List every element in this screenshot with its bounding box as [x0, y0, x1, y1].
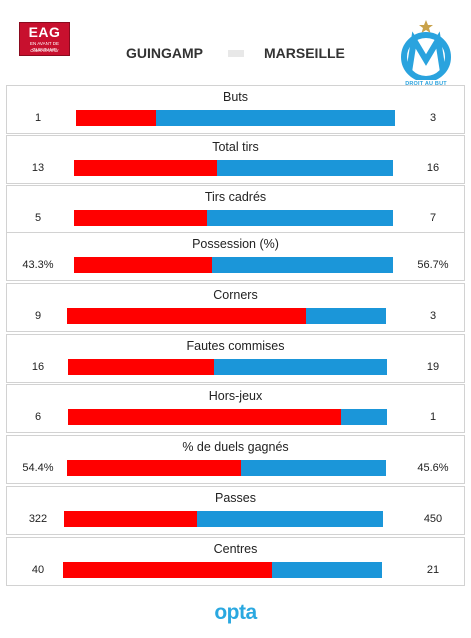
home-value: 5 — [34, 212, 42, 224]
stat-bar — [67, 460, 386, 476]
stat-label: Possession (%) — [192, 237, 279, 251]
away-bar-segment — [156, 110, 395, 126]
stat-row: Hors-jeux 6 1 — [6, 384, 465, 433]
marseille-motto: DROIT AU BUT — [405, 81, 447, 87]
stat-label: Centres — [213, 542, 258, 556]
stat-label: Total tirs — [212, 140, 259, 154]
away-value: 56.7% — [417, 259, 449, 271]
away-team-name: MARSEILLE — [264, 45, 345, 61]
stat-row: Passes 322 450 — [6, 486, 465, 535]
home-bar-segment — [67, 308, 306, 324]
away-bar-segment — [197, 511, 383, 527]
home-value: 43.3% — [22, 259, 54, 271]
stat-row: Total tirs 13 16 — [6, 135, 465, 184]
home-value: 6 — [34, 411, 42, 423]
away-bar-segment — [214, 359, 387, 375]
stat-row: Corners 9 3 — [6, 283, 465, 332]
versus-divider — [228, 50, 244, 57]
home-bar-segment — [68, 409, 341, 425]
guingamp-logo: EAG EN AVANT DE GUINGAMP Côtes d'Armor — [19, 22, 70, 56]
stat-label: Tirs cadrés — [204, 190, 267, 204]
home-bar-segment — [68, 359, 214, 375]
stat-row: % de duels gagnés 54.4% 45.6% — [6, 435, 465, 484]
home-value: 9 — [34, 310, 42, 322]
stat-label: Hors-jeux — [208, 389, 263, 403]
stat-bar — [74, 160, 393, 176]
away-value: 1 — [429, 411, 437, 423]
home-value: 13 — [31, 162, 45, 174]
marseille-crest-icon — [401, 20, 451, 82]
away-value: 16 — [426, 162, 440, 174]
home-bar-segment — [74, 210, 207, 226]
stat-row: Tirs cadrés 5 7 — [6, 185, 465, 234]
home-bar-segment — [67, 460, 241, 476]
away-value: 3 — [429, 310, 437, 322]
stat-label: Corners — [213, 288, 258, 302]
guingamp-logo-line1: EN AVANT DE GUINGAMP — [29, 41, 59, 52]
stat-row: Fautes commises 16 19 — [6, 334, 465, 383]
home-value: 16 — [31, 361, 45, 373]
stat-row: Possession (%) 43.3% 56.7% — [6, 232, 465, 281]
away-bar-segment — [341, 409, 387, 425]
opta-logo: opta — [214, 601, 257, 624]
home-value: 1 — [34, 112, 42, 124]
stat-label: % de duels gagnés — [182, 440, 289, 454]
home-value: 40 — [31, 564, 45, 576]
away-bar-segment — [241, 460, 386, 476]
away-bar-segment — [207, 210, 393, 226]
away-value: 19 — [426, 361, 440, 373]
home-bar-segment — [64, 511, 197, 527]
away-bar-segment — [306, 308, 386, 324]
stat-bar — [67, 308, 386, 324]
home-value: 54.4% — [22, 462, 54, 474]
stat-label: Passes — [215, 491, 256, 505]
away-value: 3 — [429, 112, 437, 124]
guingamp-logo-line2: Côtes d'Armor — [30, 48, 59, 53]
stat-bar — [64, 511, 383, 527]
away-bar-segment — [212, 257, 393, 273]
home-bar-segment — [76, 110, 156, 126]
marseille-logo: DROIT AU BUT — [397, 20, 455, 92]
guingamp-logo-abbr: EAG — [28, 24, 61, 40]
stat-label: Fautes commises — [186, 339, 285, 353]
stat-bar — [74, 210, 393, 226]
stat-bar — [74, 257, 393, 273]
away-bar-segment — [272, 562, 382, 578]
stat-bar — [63, 562, 382, 578]
match-header: EAG EN AVANT DE GUINGAMP Côtes d'Armor G… — [0, 0, 471, 87]
home-value: 322 — [28, 513, 48, 525]
stat-bar — [68, 359, 387, 375]
away-value: 7 — [429, 212, 437, 224]
home-bar-segment — [74, 160, 217, 176]
away-bar-segment — [217, 160, 393, 176]
away-value: 45.6% — [417, 462, 449, 474]
stat-bar — [68, 409, 387, 425]
away-value: 450 — [423, 513, 443, 525]
away-value: 21 — [426, 564, 440, 576]
stat-row: Centres 40 21 — [6, 537, 465, 586]
stat-bar — [76, 110, 395, 126]
stat-label: Buts — [222, 90, 248, 104]
home-bar-segment — [63, 562, 272, 578]
home-team-name: GUINGAMP — [126, 45, 203, 61]
home-bar-segment — [74, 257, 212, 273]
stat-row: Buts 1 3 — [6, 85, 465, 134]
